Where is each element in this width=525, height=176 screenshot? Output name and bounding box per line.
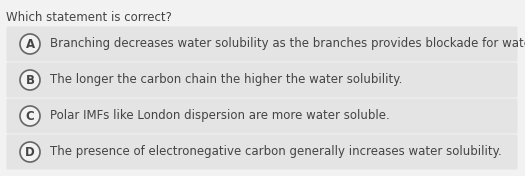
Text: C: C bbox=[26, 109, 34, 122]
FancyBboxPatch shape bbox=[6, 99, 518, 134]
Text: The longer the carbon chain the higher the water solubility.: The longer the carbon chain the higher t… bbox=[50, 74, 402, 86]
FancyBboxPatch shape bbox=[6, 27, 518, 61]
FancyBboxPatch shape bbox=[6, 134, 518, 169]
Text: Branching decreases water solubility as the branches provides blockade for water: Branching decreases water solubility as … bbox=[50, 37, 525, 51]
Text: Polar IMFs like London dispersion are more water soluble.: Polar IMFs like London dispersion are mo… bbox=[50, 109, 390, 122]
FancyBboxPatch shape bbox=[6, 62, 518, 98]
Text: D: D bbox=[25, 146, 35, 159]
Text: B: B bbox=[26, 74, 35, 86]
Text: The presence of electronegative carbon generally increases water solubility.: The presence of electronegative carbon g… bbox=[50, 146, 502, 159]
Text: Which statement is correct?: Which statement is correct? bbox=[6, 11, 172, 24]
Text: A: A bbox=[25, 37, 35, 51]
Ellipse shape bbox=[20, 106, 40, 126]
Ellipse shape bbox=[20, 34, 40, 54]
Ellipse shape bbox=[20, 70, 40, 90]
Ellipse shape bbox=[20, 142, 40, 162]
